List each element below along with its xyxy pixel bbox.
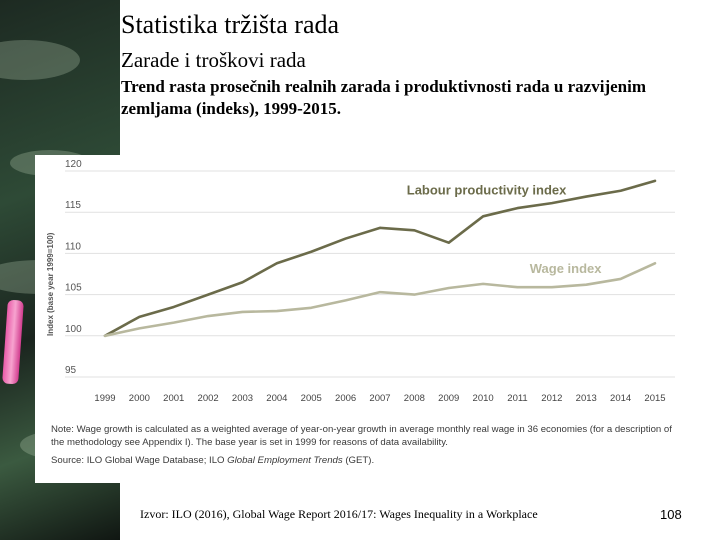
chart-source-italic: Global Employment Trends bbox=[227, 455, 343, 466]
x-tick-label: 2003 bbox=[232, 393, 253, 404]
x-tick-label: 2015 bbox=[644, 393, 665, 404]
x-tick-label: 2006 bbox=[335, 393, 356, 404]
y-axis-label: Index (base year 1999=100) bbox=[46, 232, 55, 336]
x-tick-label: 2008 bbox=[404, 393, 425, 404]
x-tick-label: 2000 bbox=[129, 393, 150, 404]
x-tick-label: 2004 bbox=[266, 393, 287, 404]
series-line-wage bbox=[103, 261, 657, 338]
x-tick-label: 2009 bbox=[438, 393, 459, 404]
chalk-stick bbox=[2, 299, 24, 385]
line-chart: 95 100 105 110 115 120 Index (base year 1999=1… bbox=[46, 159, 675, 404]
chart-note: Note: Wage growth is calculated as a wei… bbox=[51, 424, 672, 448]
chart-source: Source: ILO Global Wage Database; ILO Gl… bbox=[51, 455, 681, 466]
y-tick-label: 105 bbox=[65, 283, 82, 294]
footer-source: Izvor: ILO (2016), Global Wage Report 20… bbox=[140, 507, 538, 521]
page-number: 108 bbox=[660, 507, 682, 522]
chart-figure: 95 100 105 110 115 120 Index (base year 1999=1… bbox=[35, 155, 685, 483]
x-tick-label: 2010 bbox=[473, 393, 494, 404]
series-label-wage: Wage index bbox=[530, 261, 603, 276]
slide-subtitle: Zarade i troškovi rada bbox=[121, 48, 306, 72]
x-tick-label: 2002 bbox=[198, 393, 219, 404]
x-tick-label: 2001 bbox=[163, 393, 184, 404]
y-tick-label: 100 bbox=[65, 324, 82, 335]
x-tick-label: 2011 bbox=[507, 393, 527, 404]
chalk-smudge bbox=[0, 40, 80, 80]
y-tick-label: 120 bbox=[65, 159, 82, 170]
x-tick-label: 2014 bbox=[610, 393, 631, 404]
series-line-productivity bbox=[103, 179, 657, 338]
x-tick-label: 2013 bbox=[576, 393, 597, 404]
slide-description: Trend rasta prosečnih realnih zarada i p… bbox=[121, 77, 646, 118]
slide-title: Statistika tržišta rada bbox=[121, 10, 340, 39]
y-tick-label: 95 bbox=[65, 365, 77, 376]
y-tick-label: 110 bbox=[65, 241, 81, 252]
y-tick-label: 115 bbox=[65, 200, 81, 211]
chart-source-suffix: (GET). bbox=[342, 455, 375, 466]
x-tick-label: 2012 bbox=[541, 393, 562, 404]
x-tick-label: 1999 bbox=[94, 393, 115, 404]
chart-source-prefix: Source: ILO Global Wage Database; ILO bbox=[51, 455, 228, 466]
series-label-productivity: Labour productivity index bbox=[407, 182, 567, 197]
x-tick-label: 2007 bbox=[369, 393, 390, 404]
x-tick-label: 2005 bbox=[301, 393, 322, 404]
